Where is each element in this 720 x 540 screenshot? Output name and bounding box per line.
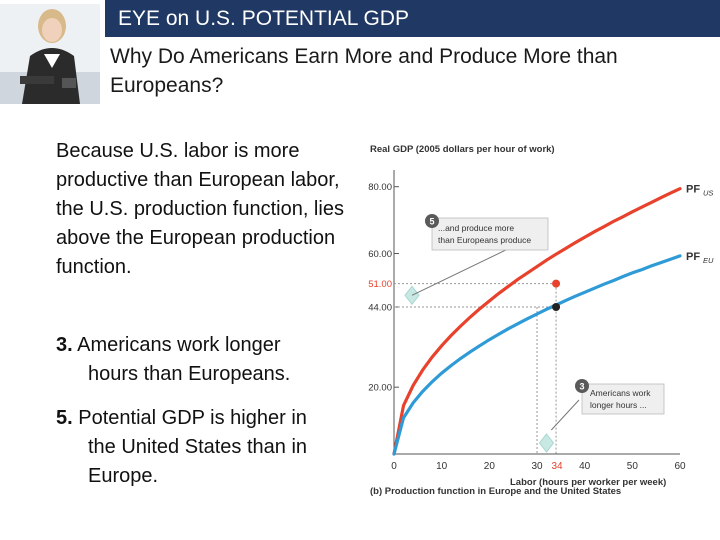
x-tick-label: 0 — [391, 461, 397, 472]
callout-5-box — [431, 217, 549, 251]
gdp-gap-marker — [404, 285, 420, 306]
x-tick-label: 40 — [579, 461, 591, 472]
callout-5-text-2: than Europeans produce — [438, 235, 531, 245]
callout-3-leader — [550, 399, 580, 431]
highlighted-y-label: 51.00 — [368, 279, 392, 290]
point-3-line-2: hours than Europeans. — [88, 363, 291, 385]
point-3-line-1: Americans work longer — [77, 334, 281, 356]
y-tick-label: 60.00 — [368, 249, 392, 260]
callout-5-leader — [411, 247, 511, 296]
x-tick-label: 60 — [674, 461, 686, 472]
point-3: 3. Americans work longer hours than Euro… — [56, 331, 356, 389]
x-axis-label: Labor (hours per worker per week) — [510, 477, 666, 488]
point-5-number: 5. — [56, 407, 73, 429]
callout-5-text-1: ...and produce more — [438, 223, 514, 233]
callout-5-number: 5 — [429, 217, 434, 227]
woman-at-desk-photo — [0, 4, 100, 104]
highlighted-x-label: 34 — [552, 461, 564, 472]
callout-3-text-1: Americans work — [590, 388, 651, 398]
chart-title: (b) Production function in Europe and th… — [370, 486, 621, 497]
y-tick-label: 44.00 — [368, 302, 392, 313]
x-tick-label: 10 — [436, 461, 448, 472]
series-line-eu — [392, 254, 682, 456]
series-sub-label-eu: EU — [703, 256, 714, 265]
x-tick-label: 30 — [531, 461, 543, 472]
us-point — [552, 279, 561, 288]
callout-3-box — [581, 383, 665, 415]
explanation-paragraph: Because U.S. labor is more productive th… — [56, 140, 344, 278]
series-line-us — [392, 187, 682, 456]
series-sub-label-us: US — [703, 189, 713, 198]
series-label-us: PF — [686, 184, 700, 196]
callout-3-number: 3 — [579, 382, 584, 392]
series-label-eu: PF — [686, 251, 700, 263]
point-5-line-1: Potential GDP is higher in — [78, 407, 307, 429]
header-bar — [105, 0, 720, 37]
x-tick-label: 20 — [484, 461, 496, 472]
slide-title: EYE on U.S. POTENTIAL GDP — [118, 7, 409, 30]
y-tick-label: 80.00 — [368, 182, 392, 193]
callout-3-badge — [575, 379, 589, 393]
point-5: 5. Potential GDP is higher in the United… — [56, 404, 361, 491]
x-tick-label: 50 — [627, 461, 639, 472]
callout-5-badge — [425, 214, 439, 228]
production-function-chart: Real GDP (2005 dollars per hour of work)… — [368, 144, 714, 497]
point-3-number: 3. — [56, 334, 73, 356]
callout-3-text-2: longer hours ... — [590, 400, 647, 410]
y-axis-label: Real GDP (2005 dollars per hour of work) — [370, 144, 555, 155]
point-5-line-3: Europe. — [88, 465, 159, 487]
point-5-line-2: the United States than in — [88, 436, 308, 458]
y-tick-label: 20.00 — [368, 383, 392, 394]
hours-gap-marker — [538, 433, 555, 453]
slide-subtitle: Why Do Americans Earn More and Produce M… — [110, 45, 618, 97]
eu-point — [552, 302, 561, 311]
